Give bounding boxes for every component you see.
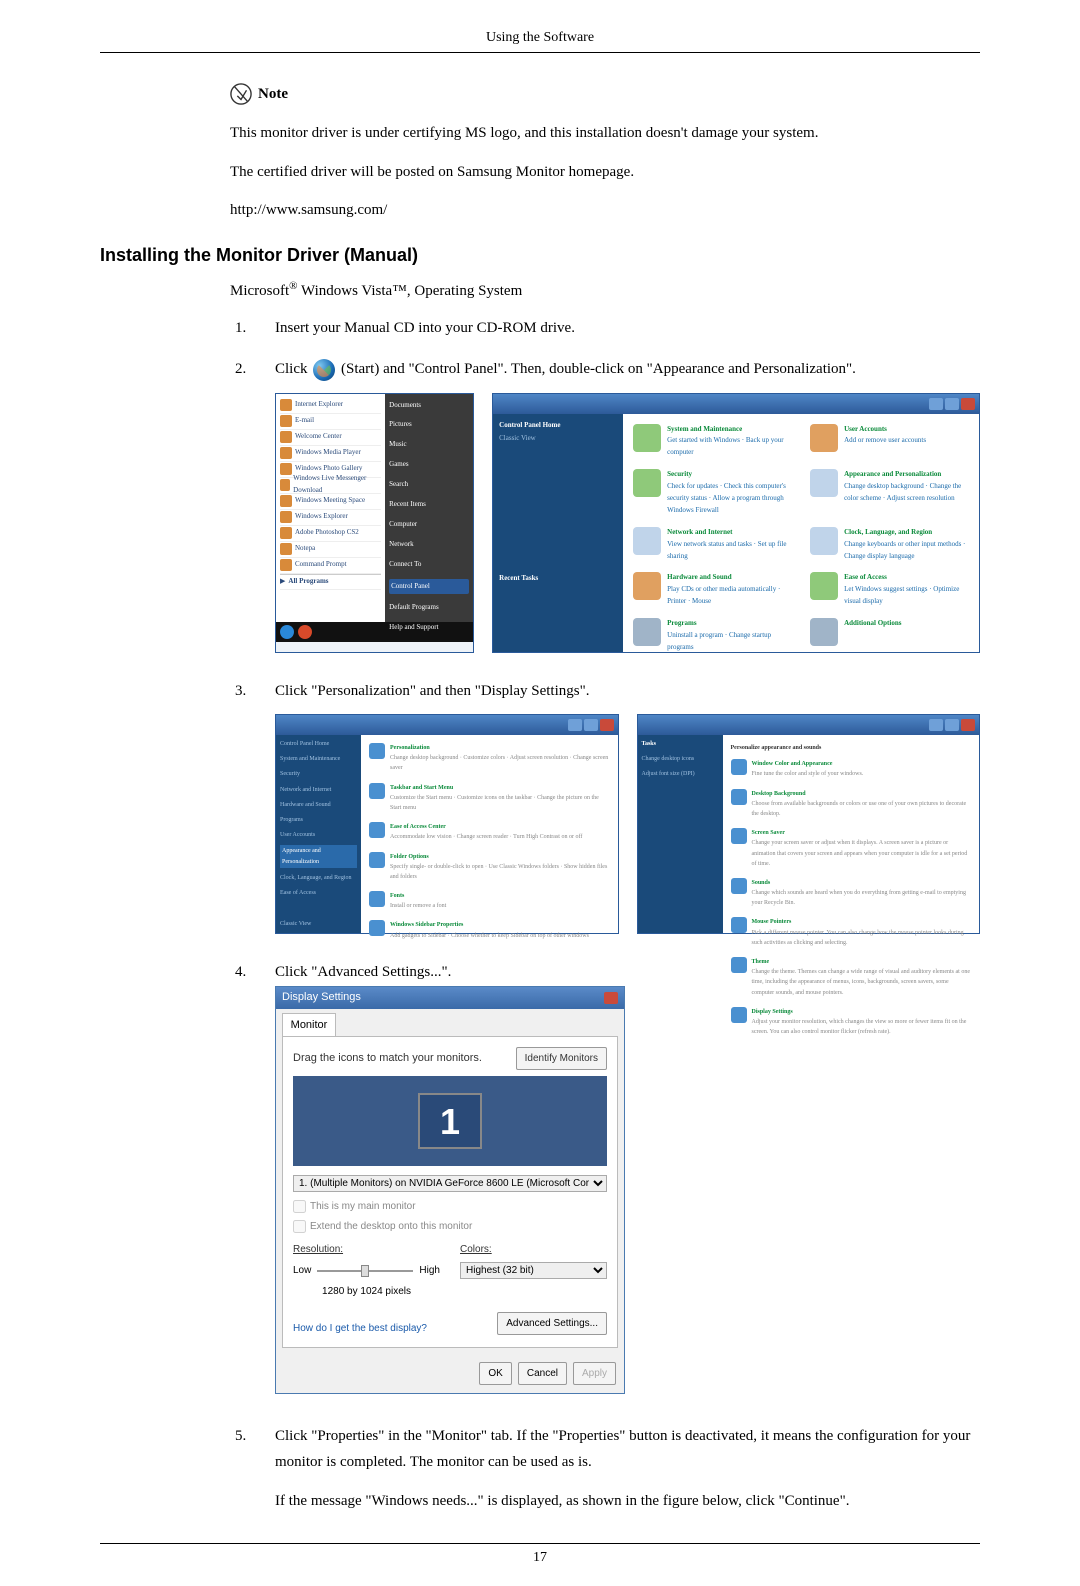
ds-pane: Drag the icons to match your monitors. I… [282,1036,618,1348]
step-3: Click "Personalization" and then "Displa… [235,679,980,935]
start-orb-icon [313,359,335,381]
step-5: Click "Properties" in the "Monitor" tab.… [235,1424,980,1515]
personalization-panel-fig: Tasks Change desktop icons Adjust font s… [637,714,981,934]
os-pre: Microsoft [230,283,289,299]
ds-title-bar: Display Settings [276,987,624,1009]
step2-pre: Click [275,361,311,377]
ds-help-link[interactable]: How do I get the best display? [293,1320,427,1337]
ds-colors-select[interactable]: Highest (32 bit) [460,1262,607,1279]
reg-mark: ® [289,280,297,292]
control-panel-fig: Control Panel Home Classic View Recent T… [492,393,980,653]
cp-right: System and MaintenanceGet started with W… [623,414,979,652]
pp-left: Tasks Change desktop icons Adjust font s… [638,735,723,933]
pp-right: Personalize appearance and sounds Window… [723,735,980,933]
ds-monitor-select[interactable]: 1. (Multiple Monitors) on NVIDIA GeForce… [293,1175,607,1192]
note-p1: This monitor driver is under certifying … [230,119,980,148]
ap-left: Control Panel Home System and Maintenanc… [276,735,361,933]
step-2: Click (Start) and "Control Panel". Then,… [235,357,980,653]
step5-b: If the message "Windows needs..." is dis… [275,1489,980,1515]
close-icon[interactable] [604,992,618,1004]
display-settings-dialog: Display Settings Monitor Drag the icons … [275,986,625,1395]
ds-preview: 1 [293,1076,607,1166]
start-menu-left: Internet Explorer E-mail Welcome Center … [276,394,385,622]
step2-figures: Internet Explorer E-mail Welcome Center … [275,393,980,653]
note-label: Note [258,86,288,103]
ds-monitor-icon[interactable]: 1 [418,1093,482,1149]
ds-tab-monitor[interactable]: Monitor [282,1013,336,1037]
start-menu-fig: Internet Explorer E-mail Welcome Center … [275,393,474,653]
note-block: Note This monitor driver is under certif… [230,83,980,225]
step-1: Insert your Manual CD into your CD-ROM d… [235,316,980,342]
step-4: Click "Advanced Settings...". Display Se… [235,960,980,1394]
note-icon [230,83,252,105]
ds-res-value: 1280 by 1024 pixels [293,1283,440,1300]
step3-text: Click "Personalization" and then "Displa… [275,683,589,699]
ok-button[interactable]: OK [479,1362,511,1385]
ds-res-label: Resolution: [293,1241,440,1258]
ap-right: PersonalizationChange desktop background… [361,735,618,933]
cancel-button[interactable]: Cancel [518,1362,567,1385]
ds-chk-extend[interactable]: Extend the desktop onto this monitor [293,1218,607,1235]
advanced-settings-button[interactable]: Advanced Settings... [497,1312,607,1335]
note-label-row: Note [230,83,980,105]
ds-drag-text: Drag the icons to match your monitors. [293,1049,482,1068]
step2-post: (Start) and "Control Panel". Then, doubl… [341,361,856,377]
steps-list: Insert your Manual CD into your CD-ROM d… [235,316,980,1515]
step4-text: Click "Advanced Settings...". [275,964,451,980]
identify-monitors-button[interactable]: Identify Monitors [516,1047,607,1070]
os-post: , Operating System [407,283,522,299]
note-p2: The certified driver will be posted on S… [230,158,980,187]
apply-button[interactable]: Apply [573,1362,616,1385]
step5-a: Click "Properties" in the "Monitor" tab.… [275,1424,980,1475]
os-line: Microsoft® Windows Vista™, Operating Sys… [230,280,980,300]
note-body: This monitor driver is under certifying … [230,119,980,225]
ds-colors-label: Colors: [460,1241,607,1258]
page-header: Using the Software [100,30,980,53]
step3-figures: Control Panel Home System and Maintenanc… [275,714,980,934]
ds-title: Display Settings [282,988,361,1007]
section-title: Installing the Monitor Driver (Manual) [100,245,980,266]
page-number: 17 [100,1543,980,1566]
ds-res-slider[interactable]: Low High [293,1262,440,1279]
cp-left: Control Panel Home Classic View Recent T… [493,414,623,652]
os-mid: Windows Vista™ [298,283,407,299]
appearance-panel-fig: Control Panel Home System and Maintenanc… [275,714,619,934]
start-menu-right: Documents Pictures Music Games Search Re… [385,394,473,622]
note-p3: http://www.samsung.com/ [230,196,980,225]
ds-chk-main[interactable]: This is my main monitor [293,1198,607,1215]
